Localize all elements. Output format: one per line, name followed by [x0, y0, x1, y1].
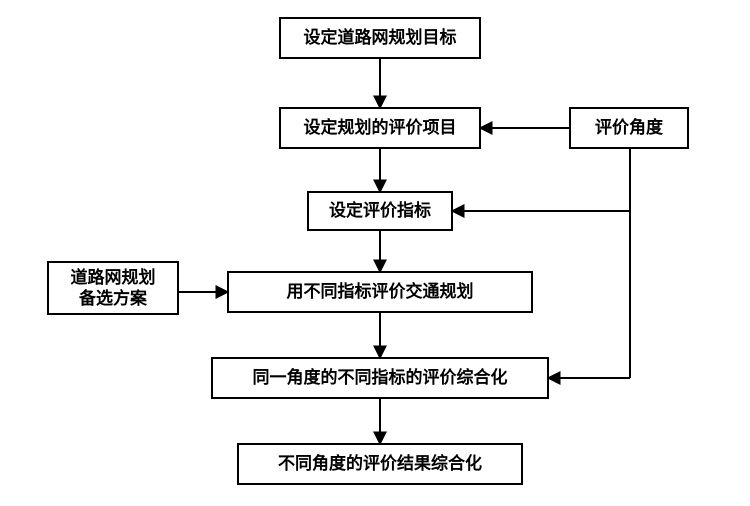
node-alternatives-label-2: 备选方案	[78, 288, 148, 308]
node-eval-angle: 评价角度	[570, 108, 688, 148]
node-alternatives-label-1: 道路网规划	[71, 267, 156, 287]
node-goal: 设定道路网规划目标	[280, 18, 480, 58]
node-aggregate-same-angle-label: 同一角度的不同指标的评价综合化	[253, 367, 508, 387]
flowchart: 设定道路网规划目标 设定规划的评价项目 设定评价指标 用不同指标评价交通规划 同…	[0, 0, 750, 506]
node-evaluate-plan: 用不同指标评价交通规划	[228, 272, 532, 312]
node-eval-indicators-label: 设定评价指标	[329, 200, 431, 220]
node-eval-angle-label: 评价角度	[595, 117, 664, 137]
node-eval-items-label: 设定规划的评价项目	[304, 117, 457, 137]
node-alternatives: 道路网规划 备选方案	[48, 262, 178, 314]
node-goal-label: 设定道路网规划目标	[304, 27, 457, 47]
node-aggregate-cross-angle: 不同角度的评价结果综合化	[238, 444, 522, 484]
node-eval-indicators: 设定评价指标	[308, 192, 452, 230]
node-aggregate-cross-angle-label: 不同角度的评价结果综合化	[278, 453, 482, 473]
node-eval-items: 设定规划的评价项目	[280, 108, 480, 148]
node-evaluate-plan-label: 用不同指标评价交通规划	[287, 281, 474, 301]
node-aggregate-same-angle: 同一角度的不同指标的评价综合化	[212, 358, 548, 398]
